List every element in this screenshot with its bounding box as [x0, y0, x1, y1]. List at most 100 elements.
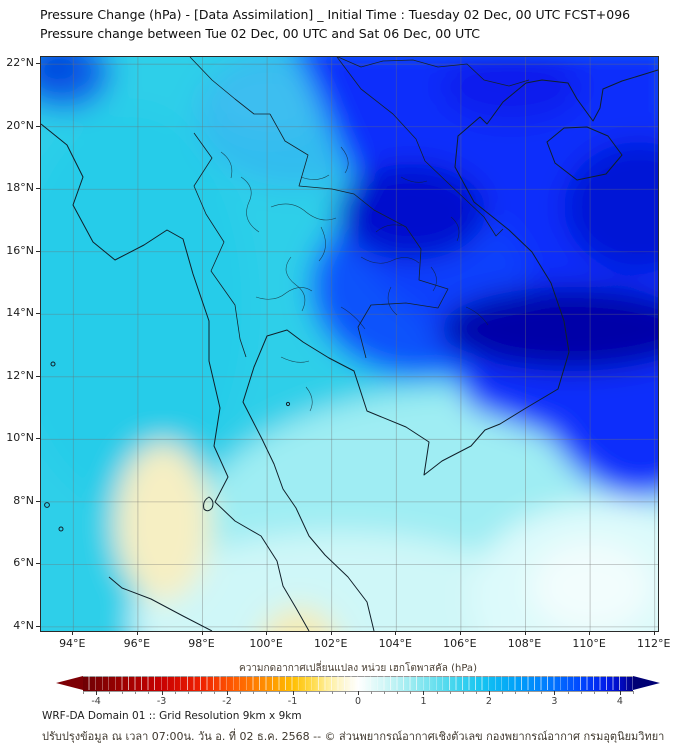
lat-tick-label: 14°N — [6, 306, 34, 320]
colorbar-minor-tick — [318, 691, 320, 694]
lat-tick-label: 18°N — [6, 181, 34, 195]
colorbar-major-tick — [619, 691, 621, 695]
page-title: Pressure Change (hPa) - [Data Assimilati… — [40, 7, 631, 22]
lat-tick-mark — [36, 313, 40, 315]
page-subtitle: Pressure change between Tue 02 Dec, 00 U… — [40, 26, 480, 41]
colorbar-tick-label: -1 — [287, 696, 298, 707]
lat-tick-mark — [36, 63, 40, 65]
colorbar-minor-tick — [83, 691, 84, 694]
colorbar-tick-label: -2 — [222, 696, 232, 707]
colorbar-tick-label: 2 — [485, 696, 492, 707]
lat-tick-mark — [36, 125, 40, 127]
colorbar-minor-tick — [148, 691, 150, 694]
colorbar-minor-tick — [502, 691, 504, 694]
lon-tick-label: 94°E — [59, 637, 86, 650]
colorbar-minor-tick — [371, 691, 373, 694]
lat-tick-mark — [36, 625, 40, 627]
lon-tick-label: 100°E — [249, 637, 283, 650]
lon-tick-mark — [653, 631, 655, 635]
colorbar-major-tick — [96, 691, 98, 695]
colorbar-tick-label: 4 — [616, 696, 623, 707]
colorbar-minor-tick — [462, 691, 464, 694]
colorbar-underflow-arrow — [56, 676, 83, 690]
lon-tick-mark — [524, 631, 526, 635]
colorbar-major-tick — [292, 691, 294, 695]
lon-tick-label: 110°E — [572, 637, 606, 650]
lon-tick-mark — [72, 631, 74, 635]
colorbar-minor-tick — [567, 691, 569, 694]
colorbar-major-tick — [227, 691, 229, 695]
lon-tick-label: 112°E — [636, 637, 671, 650]
colorbar-minor-tick — [397, 691, 399, 694]
lon-tick-label: 96°E — [123, 637, 151, 650]
colorbar-minor-tick — [135, 691, 137, 694]
colorbar-major-tick — [423, 691, 425, 695]
lon-tick-label: 102°E — [313, 637, 348, 650]
lon-tick-label: 108°E — [507, 637, 542, 650]
lon-tick-label: 106°E — [443, 637, 477, 650]
pressure-field-fill — [41, 57, 658, 631]
colorbar-tick-label: 0 — [354, 696, 362, 707]
colorbar-tick-label: -3 — [156, 696, 167, 707]
colorbar-title: ความกดอากาศเปลี่ยนแปลง หน่วย เฮกโตพาสคัล… — [239, 663, 477, 674]
colorbar-minor-tick — [410, 691, 412, 694]
colorbar-minor-tick — [331, 691, 333, 694]
colorbar-minor-tick — [200, 691, 202, 694]
lon-tick-mark — [201, 631, 203, 635]
colorbar-minor-tick — [449, 691, 451, 694]
colorbar: -4 -3 -2 -1 0 1 2 3 4 — [56, 676, 660, 707]
lat-tick-label: 22°N — [6, 56, 34, 70]
lat-tick-mark — [36, 250, 40, 252]
province-border-paths — [220, 146, 489, 412]
colorbar-minor-tick — [253, 691, 255, 694]
lat-tick-label: 10°N — [6, 431, 34, 445]
map-area — [40, 56, 659, 632]
colorbar-minor-tick — [187, 691, 189, 694]
colorbar-minor-tick — [109, 691, 111, 694]
lat-tick-label: 8°N — [13, 493, 34, 507]
lon-tick-mark — [266, 631, 268, 635]
lat-tick-mark — [36, 188, 40, 190]
colorbar-minor-tick — [122, 691, 124, 694]
colorbar-tick-label: 1 — [420, 696, 427, 707]
colorbar-minor-tick — [240, 691, 242, 694]
colorbar-minor-tick — [305, 691, 307, 694]
colorbar-ticks: -4 -3 -2 -1 0 1 2 3 4 — [83, 690, 634, 707]
colorbar-major-tick — [554, 691, 556, 695]
colorbar-minor-tick — [541, 691, 543, 694]
colorbar-minor-tick — [593, 691, 595, 694]
colorbar-tick-label: -4 — [91, 696, 101, 707]
lon-tick-mark — [136, 631, 138, 635]
colorbar-major-tick — [358, 691, 359, 695]
colorbar-overflow-arrow — [633, 676, 660, 690]
lat-tick-label: 4°N — [13, 618, 34, 632]
colorbar-minor-tick — [528, 691, 530, 694]
colorbar-minor-tick — [515, 691, 517, 694]
colorbar-minor-tick — [266, 691, 268, 694]
footer-update-info: ปรับปรุงข้อมูล ณ เวลา 07:00น. วัน อ. ที่… — [42, 730, 665, 743]
colorbar-minor-tick — [279, 691, 281, 694]
lon-tick-label: 98°E — [188, 637, 215, 650]
lat-tick-mark — [36, 438, 40, 440]
country-border-paths — [189, 57, 530, 359]
pressure-change-contour-plot — [41, 57, 658, 631]
footer-model-info: WRF-DA Domain 01 :: Grid Resolution 9km … — [42, 710, 302, 722]
colorbar-minor-tick — [174, 691, 176, 694]
colorbar-minor-tick — [344, 691, 346, 694]
colorbar-minor-tick — [580, 691, 582, 694]
colorbar-major-tick — [488, 691, 490, 695]
colorbar-minor-tick — [213, 691, 215, 694]
lat-tick-label: 12°N — [6, 368, 34, 382]
lat-tick-label: 16°N — [6, 243, 34, 257]
lat-tick-label: 6°N — [13, 556, 34, 570]
lon-tick-mark — [330, 631, 332, 635]
colorbar-segment-lines — [83, 676, 633, 690]
lon-tick-mark — [459, 631, 461, 635]
lat-tick-mark — [36, 375, 40, 377]
colorbar-minor-tick — [475, 691, 477, 694]
graticule-gridlines — [41, 57, 658, 631]
colorbar-minor-tick — [606, 691, 608, 694]
colorbar-minor-tick — [633, 691, 634, 694]
lon-tick-mark — [589, 631, 591, 635]
